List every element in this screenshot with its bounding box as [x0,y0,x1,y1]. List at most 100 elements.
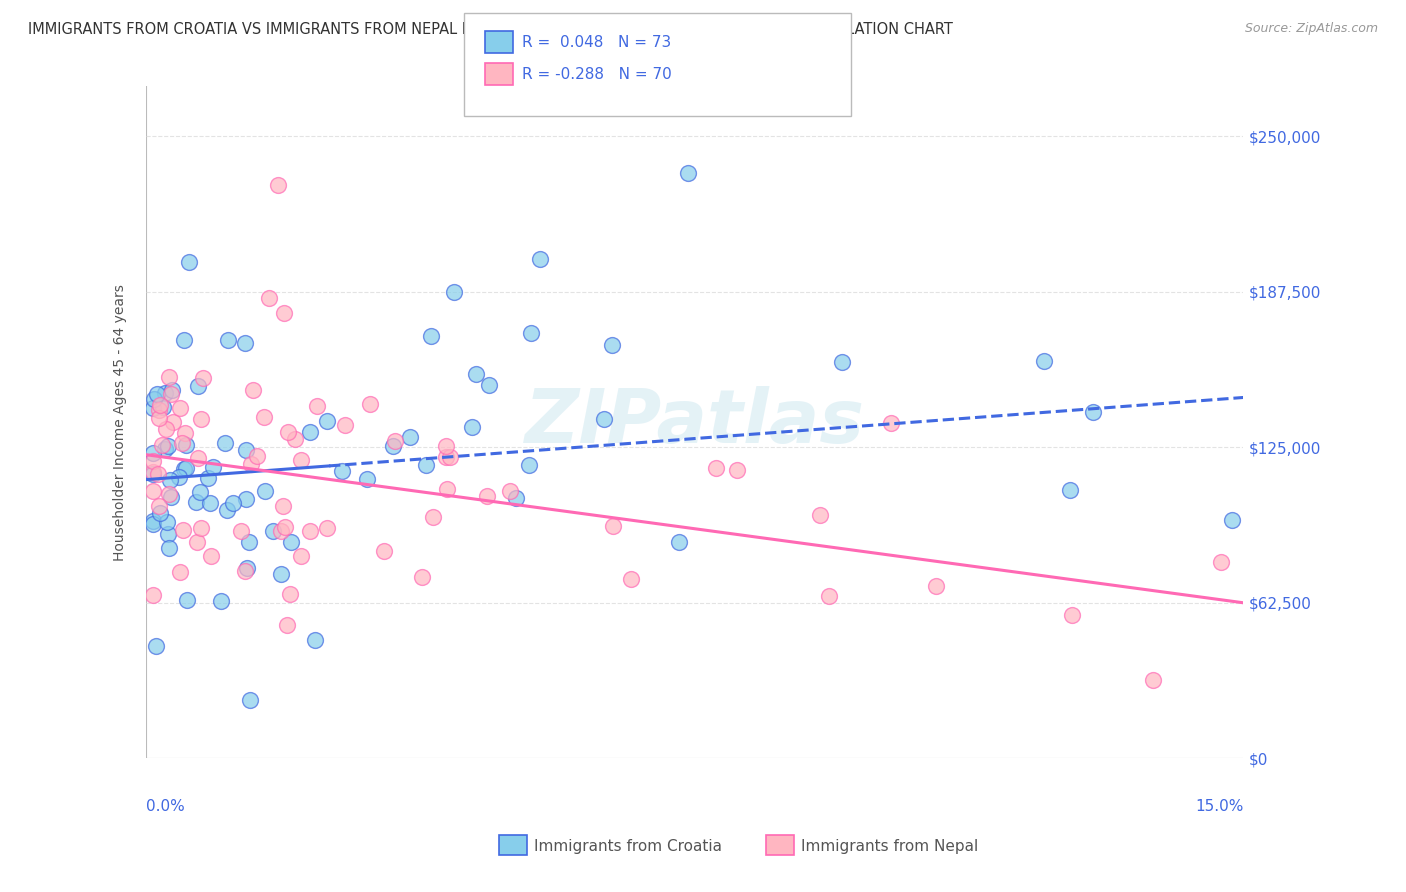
Point [160,387,183,401]
Point [146,467,169,481]
Point [384,434,406,448]
Text: R = -0.288   N = 70: R = -0.288 N = 70 [522,68,672,82]
Point [284,433,307,447]
Point [434,440,457,454]
Point [668,534,690,549]
Point [190,521,212,535]
Point [270,566,292,581]
Point [436,482,458,496]
Point [217,333,239,347]
Y-axis label: Householder Income Ages 45 - 64 years: Householder Income Ages 45 - 64 years [114,284,128,561]
Point [142,517,165,532]
Point [169,401,191,416]
Point [142,588,165,602]
Point [148,402,170,417]
Point [159,473,181,487]
Point [439,450,461,465]
Point [519,458,541,472]
Text: Immigrants from Nepal: Immigrants from Nepal [801,839,979,854]
Point [270,524,292,538]
Point [186,495,208,509]
Point [498,483,520,498]
Point [190,412,212,426]
Point [142,392,165,407]
Point [149,506,172,520]
Point [157,440,180,454]
Point [1081,405,1104,419]
Point [238,535,260,549]
Point [215,503,238,517]
Point [174,438,197,452]
Point [179,254,201,268]
Point [188,485,211,500]
Point [373,543,395,558]
Point [149,398,172,412]
Point [335,417,357,432]
Point [142,401,165,416]
Point [1142,673,1164,688]
Point [186,534,208,549]
Point [676,166,699,180]
Point [174,461,197,475]
Point [359,397,381,411]
Point [145,639,167,653]
Point [257,292,280,306]
Point [157,369,180,384]
Text: Immigrants from Croatia: Immigrants from Croatia [534,839,723,854]
Point [592,412,614,426]
Point [253,410,276,425]
Point [157,487,180,501]
Point [274,520,297,534]
Point [235,442,257,457]
Point [254,484,277,499]
Text: Source: ZipAtlas.com: Source: ZipAtlas.com [1244,22,1378,36]
Point [271,500,294,514]
Point [276,618,298,632]
Point [1220,513,1243,527]
Point [159,490,181,504]
Point [157,541,180,555]
Point [461,419,484,434]
Point [162,415,184,429]
Point [233,336,256,351]
Point [148,499,170,513]
Point [443,285,465,300]
Point [725,463,748,477]
Point [817,589,839,603]
Text: 15.0%: 15.0% [1195,798,1243,814]
Point [156,515,179,529]
Point [167,469,190,483]
Point [519,326,541,340]
Point [169,566,191,580]
Point [187,451,209,466]
Point [236,561,259,575]
Point [305,400,328,414]
Point [290,549,312,563]
Point [174,426,197,441]
Point [356,472,378,486]
Point [191,370,214,384]
Point [299,524,322,539]
Point [142,446,165,460]
Point [157,527,180,541]
Point [187,379,209,393]
Point [278,587,301,601]
Point [1032,354,1054,368]
Text: R =  0.048   N = 73: R = 0.048 N = 73 [522,36,671,50]
Point [277,425,299,439]
Text: IMMIGRANTS FROM CROATIA VS IMMIGRANTS FROM NEPAL HOUSEHOLDER INCOME AGES 45 - 64: IMMIGRANTS FROM CROATIA VS IMMIGRANTS FR… [28,22,953,37]
Point [330,464,353,478]
Point [529,252,551,267]
Point [201,459,224,474]
Point [170,436,193,450]
Point [315,521,337,535]
Point [316,414,339,428]
Point [146,387,169,401]
Point [152,400,174,414]
Point [173,462,195,476]
Point [290,452,312,467]
Point [235,491,257,506]
Point [200,549,222,564]
Point [831,355,853,369]
Point [142,454,165,468]
